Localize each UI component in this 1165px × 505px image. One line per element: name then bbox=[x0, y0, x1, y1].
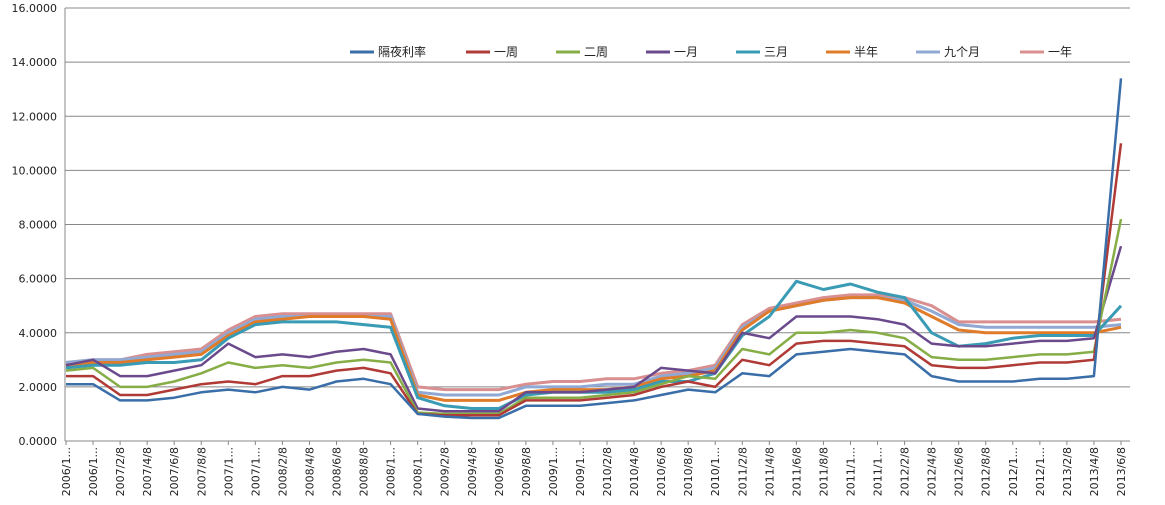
x-axis-ticks: 2006/1... 2006/1... 2007/2/8 2007/4/8 2007/6… bbox=[60, 441, 1128, 496]
y-tick-label: 16.0000 bbox=[12, 2, 58, 15]
x-tick-label: 2008/1... bbox=[412, 447, 425, 496]
x-tick-label: 2011/8/8 bbox=[817, 447, 830, 496]
series-line-2 bbox=[65, 218, 1123, 416]
x-tick-label: 2011/1... bbox=[872, 447, 885, 496]
y-tick-label: 12.0000 bbox=[12, 110, 58, 123]
x-tick-label: 2006/1... bbox=[87, 447, 100, 496]
x-tick-label: 2010/6/8 bbox=[655, 447, 668, 496]
legend-label: 一月 bbox=[674, 45, 698, 59]
legend-label: 九个月 bbox=[944, 45, 980, 59]
x-tick-label: 2009/2/8 bbox=[439, 447, 452, 496]
legend-label: 半年 bbox=[854, 45, 878, 59]
x-tick-label: 2008/1... bbox=[385, 447, 398, 496]
y-tick-label: 0.0000 bbox=[19, 435, 58, 448]
x-tick-label: 2011/6/8 bbox=[790, 447, 803, 496]
x-tick-label: 2012/1... bbox=[1034, 447, 1047, 496]
x-tick-label: 2009/4/8 bbox=[466, 447, 479, 496]
x-tick-label: 2009/1... bbox=[574, 447, 587, 496]
series-line-1 bbox=[66, 143, 1123, 417]
x-tick-label: 2008/2/8 bbox=[276, 447, 289, 496]
legend-label: 隔夜利率 bbox=[378, 44, 426, 59]
x-tick-label: 2011/2/8 bbox=[736, 447, 749, 496]
x-tick-label: 2007/1... bbox=[222, 447, 235, 496]
x-tick-label: 2007/1... bbox=[249, 447, 262, 496]
legend-label: 二周 bbox=[584, 45, 608, 59]
x-tick-label: 2013/4/8 bbox=[1088, 447, 1101, 496]
x-tick-label: 2007/4/8 bbox=[141, 447, 154, 496]
x-tick-label: 2011/4/8 bbox=[763, 447, 776, 496]
legend-label: 一年 bbox=[1048, 45, 1072, 59]
x-tick-label: 2010/8/8 bbox=[682, 447, 695, 496]
y-tick-label: 4.0000 bbox=[19, 327, 58, 340]
y-axis-ticks: 0.0000 2.0000 4.0000 6.0000 8.0000 10.0000 12.… bbox=[12, 2, 58, 448]
x-tick-label: 2008/4/8 bbox=[303, 447, 316, 496]
y-tick-label: 14.0000 bbox=[12, 56, 58, 69]
x-tick-label: 2006/1... bbox=[60, 447, 73, 496]
x-tick-label: 2012/2/8 bbox=[899, 447, 912, 496]
series-line-5 bbox=[65, 296, 1122, 402]
series-line-6 bbox=[65, 296, 1122, 397]
series-line-0 bbox=[66, 78, 1123, 420]
x-tick-label: 2010/2/8 bbox=[601, 447, 614, 496]
legend: 隔夜利率 一周 二周 一月 三月 半年 九个月 一年 bbox=[350, 44, 1072, 59]
x-tick-label: 2010/1... bbox=[709, 447, 722, 496]
x-tick-label: 2013/6/8 bbox=[1115, 447, 1128, 496]
x-tick-label: 2007/2/8 bbox=[114, 447, 127, 496]
x-tick-label: 2009/1... bbox=[547, 447, 560, 496]
y-tick-label: 10.0000 bbox=[12, 164, 58, 177]
legend-label: 一周 bbox=[494, 45, 518, 59]
series-line-3 bbox=[65, 245, 1123, 413]
x-tick-label: 2007/8/8 bbox=[195, 447, 208, 496]
x-tick-label: 2008/6/8 bbox=[331, 447, 344, 496]
x-tick-label: 2011/1... bbox=[844, 447, 857, 496]
x-tick-label: 2013/2/8 bbox=[1061, 447, 1074, 496]
x-tick-label: 2007/6/8 bbox=[168, 447, 181, 496]
x-tick-label: 2009/8/8 bbox=[520, 447, 533, 496]
series-line-7 bbox=[65, 293, 1122, 392]
x-tick-label: 2012/8/8 bbox=[980, 447, 993, 496]
legend-label: 三月 bbox=[764, 45, 788, 59]
y-tick-label: 6.0000 bbox=[19, 273, 58, 286]
x-tick-label: 2012/6/8 bbox=[953, 447, 966, 496]
x-tick-label: 2009/6/8 bbox=[493, 447, 506, 496]
x-tick-label: 2008/8/8 bbox=[358, 447, 371, 496]
x-tick-label: 2010/4/8 bbox=[628, 447, 641, 496]
y-tick-label: 8.0000 bbox=[19, 219, 58, 232]
series-lines bbox=[65, 78, 1123, 420]
series-line-4 bbox=[65, 279, 1123, 410]
grid-lines bbox=[64, 7, 1130, 442]
y-tick-label: 2.0000 bbox=[19, 381, 58, 394]
x-tick-label: 2012/4/8 bbox=[926, 447, 939, 496]
x-tick-label: 2012/1... bbox=[1007, 447, 1020, 496]
